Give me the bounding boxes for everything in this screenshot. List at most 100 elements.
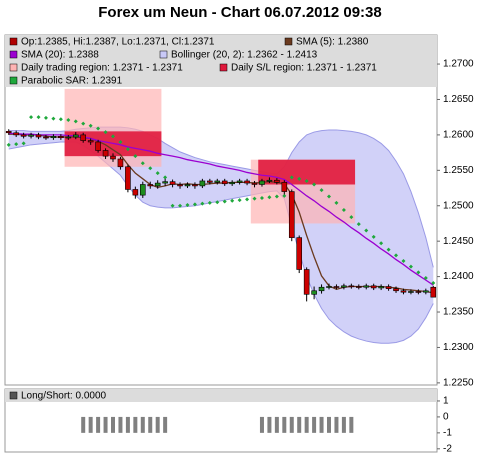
legend-background [5,389,437,402]
sar-dot [163,175,168,180]
sar-dot [14,142,19,147]
bar [282,416,287,433]
sar-dot [125,147,130,152]
sar-dot [73,119,78,124]
candle-body [169,181,176,185]
bar [274,416,279,433]
candle-body [147,184,154,187]
candle-body [65,136,72,139]
y-tick-label: 1 [443,396,449,407]
candle-body [281,182,288,192]
sar-dot [379,241,384,246]
sar-dot [200,201,205,206]
candle-body [154,182,161,187]
candle-body [363,285,370,288]
candle-body [80,134,87,141]
candle-body [13,132,19,136]
legend-swatch [9,391,18,400]
y-tick-label: 1.2700 [443,59,474,70]
sar-dot [356,222,361,227]
candle-body [326,286,332,288]
y-tick-label: 1.2600 [443,130,474,141]
bar [349,416,354,433]
legend-swatch [9,63,18,72]
candle-body [296,237,303,270]
bar [148,416,153,433]
legend-label: SMA (5): 1.2380 [296,37,369,48]
candle-body [303,269,310,295]
sar-dot [267,195,272,200]
legend-label: Parabolic SAR: 1.2391 [21,76,123,87]
sar-dot [401,259,406,264]
bar [103,416,108,433]
bar [341,416,346,433]
legend-swatch [219,63,228,72]
candle-body [408,291,414,293]
candle-body [43,136,49,139]
sar-dot [178,203,183,208]
candle-body [207,180,213,183]
bar [133,416,138,433]
candle-body [162,181,168,184]
sar-dot [36,115,41,120]
candle-body [221,180,228,185]
sar-dot [192,202,197,207]
bar [140,416,145,433]
sar-dot [237,198,242,203]
candle-body [415,291,422,293]
candle-body [72,134,79,138]
sar-dot [297,176,302,181]
chart-title: Forex um Neun - Chart 06.07.2012 09:38 [98,4,381,21]
candle-body [430,286,437,298]
sar-dot [170,203,175,208]
sar-dot [334,200,339,205]
sar-dot [252,196,257,201]
sar-dot [222,199,227,204]
sar-dot [215,200,220,205]
candle-body [184,184,191,187]
bar [267,416,272,433]
candle-body [229,182,235,185]
candle-body [110,155,116,160]
sar-dot [51,116,56,121]
sar-dot [364,228,369,233]
candle-body [274,179,280,183]
candle-body [58,136,64,139]
sar-dot [245,197,250,202]
sar-dot [58,117,63,122]
candle-body [177,184,183,187]
y-tick-label: -1 [443,428,452,439]
candle-body [87,140,94,143]
candle-body [214,180,221,183]
sar-dot [66,118,71,123]
sar-dot [274,194,279,199]
candle-body [355,286,362,288]
sar-dot [349,215,354,220]
sar-dot [103,130,108,135]
bar [319,416,324,433]
sar-dot [408,264,413,269]
sma-line [8,132,434,286]
candle-body [378,286,384,289]
sar-dot [371,234,376,239]
candle-body [117,158,124,168]
bar [125,416,130,433]
candle-body [35,134,42,138]
sar-dot [230,198,235,203]
bar [96,416,101,433]
sar-dot [289,175,294,180]
y-tick-label: 1.2500 [443,200,474,211]
bar [155,416,160,433]
candle-body [333,286,340,288]
panel-label: Long/Short: 0.0000 [21,391,107,402]
sar-dot [88,123,93,128]
y-tick-label: 1.2550 [443,165,474,176]
sar-dot [140,161,145,166]
sar-dot [148,166,153,171]
y-tick-label: 1.2350 [443,307,474,318]
candle-body [236,180,243,183]
sar-dot [207,200,212,205]
legend-label: Op:1.2385, Hi:1.2387, Lo:1.2371, Cl:1.23… [21,37,215,48]
